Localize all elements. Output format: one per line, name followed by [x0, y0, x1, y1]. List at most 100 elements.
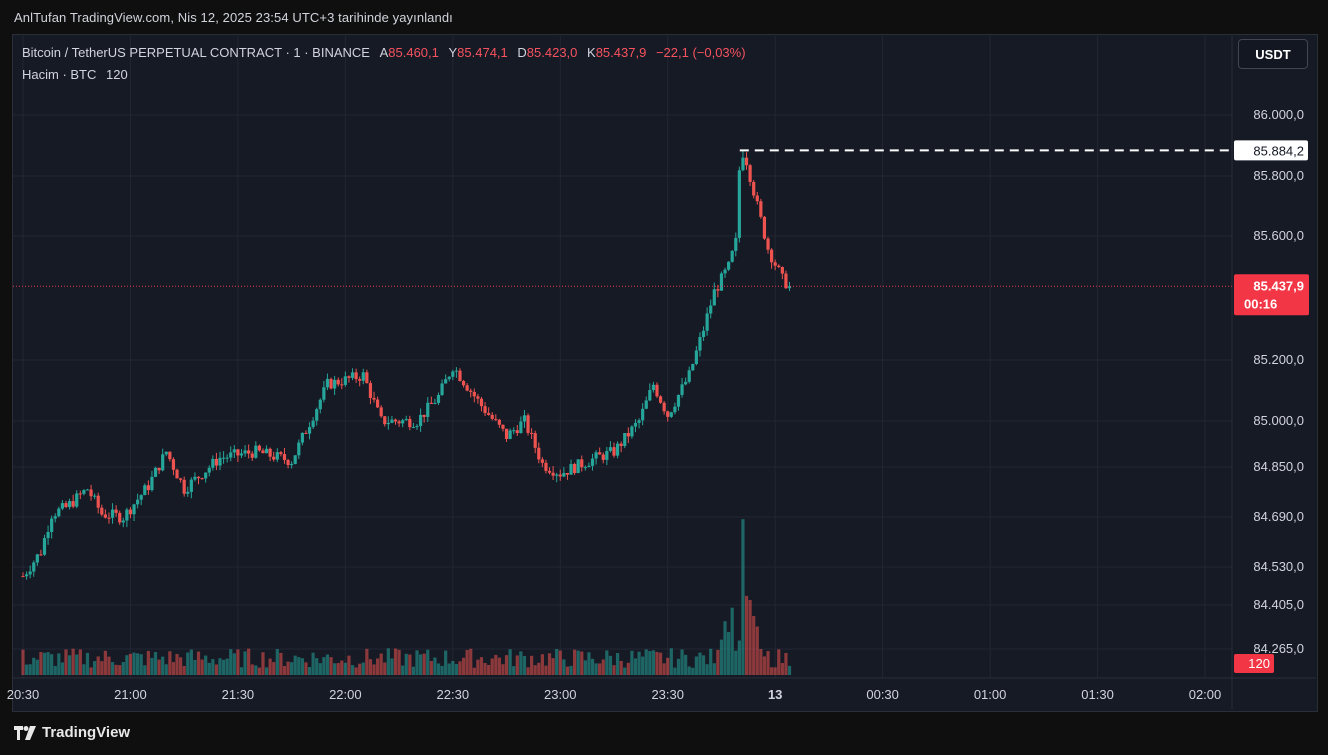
candle-body [469, 390, 473, 392]
volume-bar [272, 662, 276, 675]
volume-bar [71, 648, 75, 675]
time-tick-label: 23:30 [651, 687, 684, 702]
time-tick-label: 01:00 [974, 687, 1007, 702]
candle-body [648, 390, 652, 401]
volume-bar [752, 615, 756, 675]
volume-bar [311, 652, 315, 675]
candle-body [110, 509, 115, 518]
candle-body [340, 384, 344, 386]
candle-body [684, 381, 688, 385]
candle-body [404, 419, 408, 421]
candle-body [547, 470, 552, 473]
volume-bar [307, 666, 312, 675]
candle-body [96, 495, 100, 508]
volume-bar [608, 655, 613, 675]
candle-body [612, 447, 616, 456]
currency-button[interactable]: USDT [1238, 39, 1308, 69]
volume-bar [275, 649, 279, 675]
volume-bar [723, 621, 727, 675]
volume-bar [590, 658, 595, 675]
close-value: 85.437,9 [595, 45, 647, 60]
volume-bar [229, 649, 233, 675]
volume-bar [519, 651, 523, 675]
candle-body [175, 469, 179, 479]
tradingview-logo[interactable]: TradingView [14, 724, 130, 741]
volume-bar [372, 664, 376, 675]
candle-body [125, 509, 129, 521]
candle-body [755, 195, 759, 202]
candle-body [605, 450, 609, 460]
candle-body [67, 501, 72, 508]
volume-bar [153, 652, 158, 675]
volume-bar [322, 657, 326, 675]
volume-bar [748, 599, 752, 675]
candle-body [669, 412, 673, 417]
candle-body [275, 452, 279, 460]
candle-body [93, 495, 97, 497]
candle-body [358, 379, 362, 381]
volume-bar [526, 667, 530, 675]
volume-bar [601, 659, 605, 675]
candle-body [290, 463, 294, 466]
candle-body [300, 432, 304, 443]
volume-bar [612, 665, 616, 675]
candle-body [139, 495, 143, 500]
candle-body [250, 453, 254, 458]
volume-bar [626, 662, 630, 675]
candle-body [658, 396, 663, 403]
volume-bar [404, 653, 408, 675]
candle-body [451, 371, 455, 377]
candle-body [723, 269, 727, 274]
candle-body [146, 485, 150, 491]
volume-bar [340, 660, 344, 675]
candle-body [35, 554, 39, 563]
volume-bar [67, 655, 72, 675]
candle-body [282, 454, 287, 461]
candle-body [576, 459, 580, 474]
candle-body [490, 414, 494, 419]
price-tick-label: 84.850,0 [1253, 459, 1304, 474]
volume-bar [243, 651, 247, 675]
candle-body [544, 462, 548, 471]
volume-bar [365, 648, 369, 675]
volume-bar [461, 657, 466, 675]
volume-bar [504, 655, 509, 675]
volume-bar [397, 649, 401, 675]
volume-bar [139, 654, 143, 675]
symbol-name[interactable]: Bitcoin / TetherUS PERPETUAL CONTRACT · … [22, 45, 370, 60]
candle-body [89, 489, 93, 497]
candle-body [161, 454, 165, 471]
volume-bar [737, 640, 741, 675]
volume-bar [426, 649, 430, 675]
volume-bar [168, 651, 172, 675]
volume-label[interactable]: Hacim · BTC [22, 67, 97, 82]
candle-body [107, 517, 111, 519]
volume-bar [680, 649, 684, 675]
candle-body [770, 249, 774, 263]
volume-bar [161, 656, 165, 675]
candle-body [440, 383, 444, 396]
volume-bar [110, 662, 115, 675]
volume-bar [118, 665, 122, 675]
volume-bar [673, 667, 677, 675]
candle-body [361, 372, 365, 381]
candle-body [619, 443, 623, 446]
candle-body [465, 385, 469, 391]
volume-bar [727, 632, 731, 675]
volume-bar [75, 654, 79, 675]
volume-bar [390, 658, 394, 675]
chart-frame[interactable] [12, 34, 1318, 712]
candle-body [454, 370, 458, 372]
candle-body [601, 454, 605, 460]
candle-body [504, 428, 509, 439]
volume-bar [143, 665, 147, 675]
volume-bar [433, 657, 437, 675]
candle-body [422, 414, 426, 417]
volume-bar [82, 664, 86, 675]
time-tick-label: 22:00 [329, 687, 362, 702]
volume-bar [350, 665, 355, 675]
volume-bar [698, 652, 702, 675]
volume-bar [716, 649, 720, 675]
volume-bar [744, 595, 749, 675]
